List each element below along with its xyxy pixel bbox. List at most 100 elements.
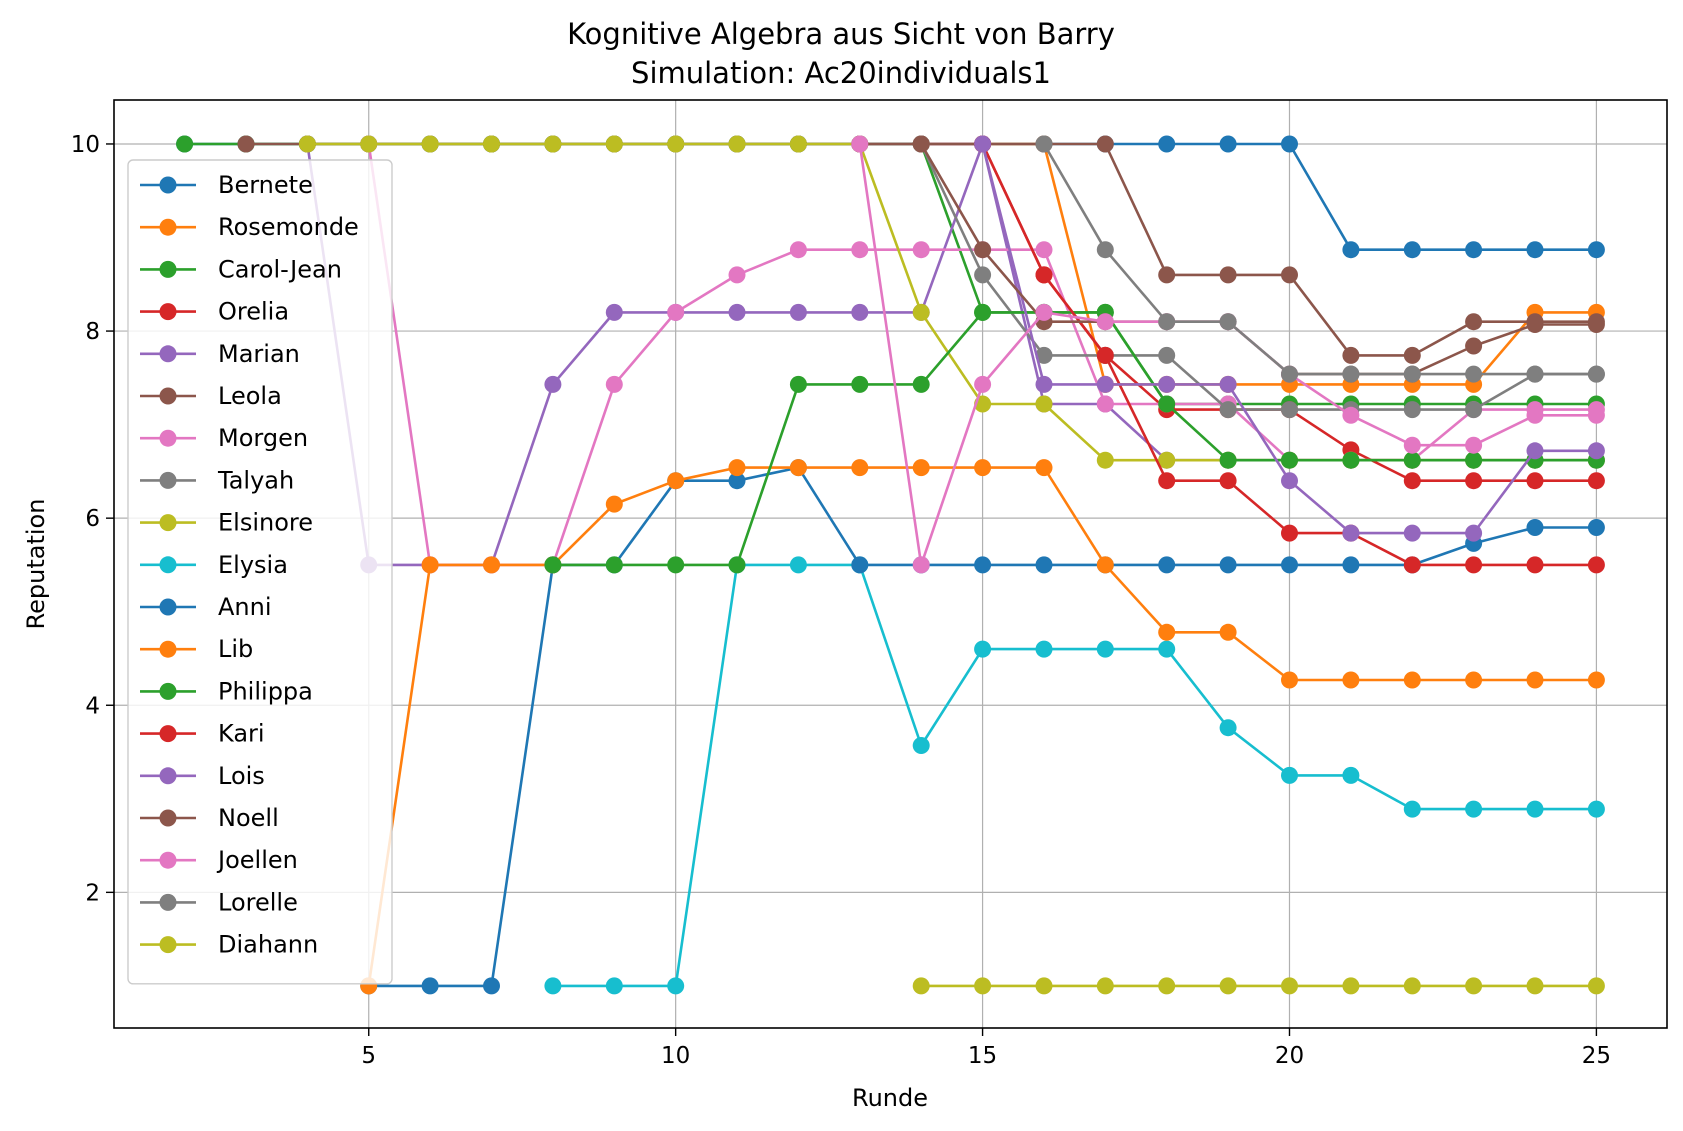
legend-swatch-marker [159,851,177,869]
data-point-diahann [1342,977,1360,995]
legend-entry-morgen: Morgen [140,424,308,452]
legend-entry-lois: Lois [140,762,265,790]
legend-swatch-marker [159,387,177,405]
legend-label: Anni [218,593,272,621]
series-line-philippa [552,311,1597,567]
data-point-lib [1035,459,1053,477]
data-point-bernete [1158,135,1176,153]
data-point-elysia [1587,800,1605,818]
y-tick-label: 6 [85,506,100,532]
data-point-talyah [1035,346,1053,364]
data-point-lois [1465,524,1483,542]
data-point-diahann [1219,977,1237,995]
data-point-leola [1096,135,1114,153]
data-point-marian [851,303,869,321]
legend-swatch-marker [159,260,177,278]
data-point-kari [1403,556,1421,574]
legend-swatch-marker [159,176,177,194]
data-point-lib [483,556,500,574]
data-point-anni [1587,519,1605,536]
data-point-elsinore [1096,451,1114,469]
series-philippa [544,303,1605,574]
legend-entry-marian: Marian [140,340,300,368]
legend-swatch-marker [159,893,177,911]
data-point-anni [1219,556,1237,574]
data-point-elysia [1465,800,1483,818]
axis-ticks: 5 10 15 20 25 2 4 6 8 10 [71,132,1611,1069]
legend-entry-diahann: Diahann [140,931,318,959]
y-tick-label: 4 [85,693,100,719]
legend-entry-anni: Anni [140,593,272,621]
data-point-bernete [1465,241,1483,259]
data-point-leola [1158,266,1176,284]
chart-subtitle: Simulation: Ac20individuals1 [631,56,1051,90]
legend-label: Leola [218,382,282,410]
data-point-talyah [1403,401,1421,419]
data-point-lois [1035,375,1053,393]
data-point-elysia [605,977,623,995]
data-point-elysia [1526,800,1544,818]
series-elysia [544,556,1605,995]
data-point-philippa [605,556,623,574]
y-tick-label: 2 [85,880,100,906]
data-point-orelia [1465,472,1483,490]
legend-swatch-marker [159,471,177,489]
data-point-marian [544,375,562,393]
data-point-joellen [851,135,869,153]
legend-label: Orelia [218,298,289,326]
data-point-morgen [605,375,623,393]
data-point-marian [728,303,746,321]
data-point-noell [1465,337,1483,355]
data-point-noell [1587,316,1605,333]
legend-swatch-marker [159,429,177,447]
legend-swatch-marker [159,556,177,574]
x-tick-label: 15 [968,1043,997,1069]
data-point-anni [483,977,500,995]
data-point-anni [1342,556,1360,574]
data-point-philippa [789,375,807,393]
data-point-elsinore [421,135,439,153]
data-point-bernete [1403,241,1421,259]
data-point-lorelle [1281,365,1298,383]
data-point-philippa [912,375,930,393]
data-point-lib [789,459,807,477]
legend-label: Morgen [218,424,308,452]
data-point-elysia [789,556,807,574]
data-point-morgen [912,241,930,259]
data-point-talyah [1219,401,1237,419]
series-kari [974,135,1605,574]
data-point-elsinore [912,303,930,321]
legend-swatch-marker [159,809,177,827]
data-point-philippa [667,556,685,574]
data-point-lorelle [1403,365,1421,383]
data-point-anni [974,556,992,574]
data-point-kari [1035,266,1053,284]
legend-entry-lib: Lib [140,635,253,663]
legend-swatch-marker [159,682,177,700]
data-point-anni [728,472,746,490]
data-point-lorelle [1587,365,1605,383]
legend-label: Carol-Jean [218,255,342,283]
legend-swatch-marker [159,936,177,954]
x-tick-label: 25 [1582,1043,1611,1069]
legend-label: Lib [218,635,253,663]
legend-swatch-marker [159,640,177,658]
data-point-carol-jean [176,135,194,153]
data-point-morgen [789,241,807,259]
data-point-philippa [851,375,869,393]
data-point-diahann [1035,977,1053,995]
data-point-elsinore [544,135,562,153]
data-point-joellen [1587,406,1605,424]
data-point-diahann [1403,977,1421,995]
data-point-elsinore [298,135,316,153]
data-point-talyah [1158,346,1176,364]
data-point-talyah [1281,401,1298,419]
data-point-noell [974,241,992,259]
data-point-noell [912,135,930,153]
data-point-morgen [728,266,746,284]
data-point-philippa [544,556,562,574]
data-point-lois [1403,524,1421,542]
legend-label: Joellen [216,846,298,874]
data-point-leola [1465,313,1483,331]
data-point-kari [1219,472,1237,490]
